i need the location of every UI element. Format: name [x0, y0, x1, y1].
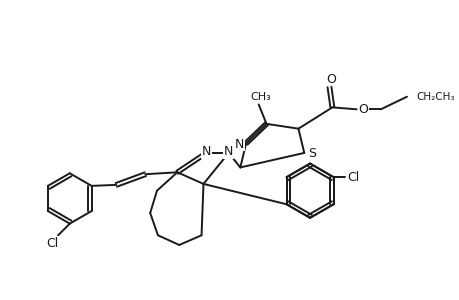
Text: CH₂CH₃: CH₂CH₃ [416, 92, 454, 102]
Text: Cl: Cl [346, 171, 358, 184]
Text: N: N [234, 138, 244, 151]
Text: Cl: Cl [46, 236, 58, 250]
Text: O: O [358, 103, 368, 116]
Text: S: S [308, 147, 315, 161]
Text: CH₃: CH₃ [250, 92, 270, 102]
Text: N: N [224, 146, 233, 158]
Text: N: N [202, 146, 211, 158]
Text: O: O [326, 73, 336, 86]
